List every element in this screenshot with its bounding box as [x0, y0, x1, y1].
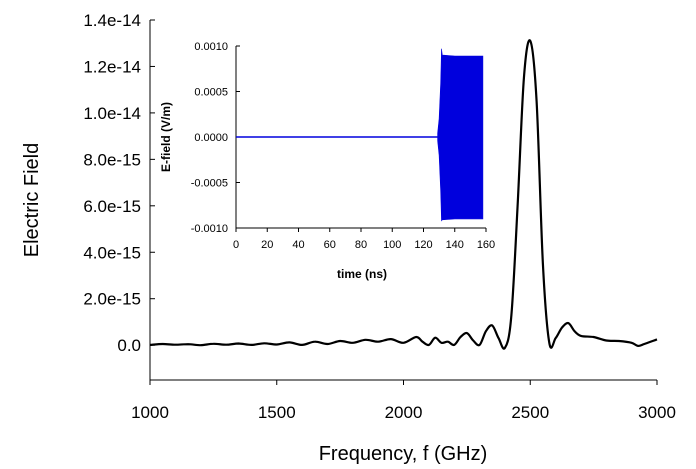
- inset-x-ticks: 0 20 40 60 80 100 120 140 160: [233, 228, 495, 251]
- main-series-line: [149, 39, 658, 350]
- main-y-tick-label: 0.0: [117, 336, 141, 355]
- inset-y-axis-label: E-field (V/m): [159, 102, 173, 172]
- inset-series-oscillation: [437, 48, 484, 222]
- inset-x-tick-label: 160: [477, 239, 495, 251]
- inset-chart: -0.0010 -0.0005 0.0000 0.0005 0.0010 0 20 40 60…: [159, 41, 495, 281]
- inset-x-tick-label: 100: [383, 239, 401, 251]
- inset-x-tick-label: 40: [292, 239, 304, 251]
- main-y-tick-label: 2.0e-15: [83, 290, 141, 309]
- inset-y-tick-label: 0.0005: [194, 87, 228, 99]
- main-y-tick-label: 4.0e-15: [83, 243, 141, 262]
- inset-y-ticks: -0.0010 -0.0005 0.0000 0.0005 0.0010: [191, 41, 240, 235]
- main-x-tick-label: 2500: [511, 403, 549, 422]
- inset-x-tick-label: 140: [446, 239, 464, 251]
- inset-x-tick-label: 120: [414, 239, 432, 251]
- main-x-tick-label: 3000: [638, 403, 676, 422]
- inset-x-tick-label: 80: [355, 239, 367, 251]
- inset-y-tick-label: 0.0000: [194, 132, 228, 144]
- main-chart: 0.0 2.0e-15 4.0e-15 6.0e-15 8.0e-15 1.0e-14 1.…: [21, 11, 676, 465]
- main-y-ticks: 0.0 2.0e-15 4.0e-15 6.0e-15 8.0e-15 1.0e-14 1.…: [83, 11, 155, 355]
- inset-x-tick-label: 60: [324, 239, 336, 251]
- inset-x-axis-label: time (ns): [337, 267, 387, 281]
- main-y-tick-label: 8.0e-15: [83, 150, 141, 169]
- inset-x-tick-label: 0: [233, 239, 239, 251]
- main-x-ticks: 1000 1500 2000 2500 3000: [131, 380, 676, 422]
- inset-y-tick-label: 0.0010: [194, 41, 228, 53]
- main-y-axis-label: Electric Field: [21, 143, 43, 257]
- main-y-tick-label: 6.0e-15: [83, 197, 141, 216]
- main-x-tick-label: 1000: [131, 403, 169, 422]
- inset-y-tick-label: -0.0005: [191, 178, 228, 190]
- main-x-axis-label: Frequency, f (GHz): [319, 443, 488, 465]
- main-y-tick-label: 1.2e-14: [83, 57, 141, 76]
- inset-y-tick-label: -0.0010: [191, 223, 228, 235]
- inset-x-tick-label: 20: [261, 239, 273, 251]
- main-y-tick-label: 1.4e-14: [83, 11, 141, 30]
- main-y-tick-label: 1.0e-14: [83, 104, 141, 123]
- main-x-tick-label: 1500: [258, 403, 296, 422]
- main-x-tick-label: 2000: [385, 403, 423, 422]
